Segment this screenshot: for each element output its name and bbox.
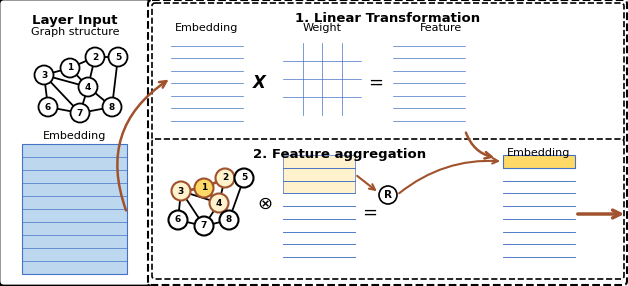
FancyBboxPatch shape <box>0 0 151 286</box>
Text: 4: 4 <box>85 82 91 92</box>
Text: 1. Linear Transformation: 1. Linear Transformation <box>295 12 480 25</box>
Circle shape <box>234 168 254 188</box>
Text: R: R <box>384 190 392 200</box>
Bar <box>393 33 465 133</box>
Text: 3: 3 <box>41 71 47 80</box>
Text: X: X <box>252 74 266 92</box>
Text: =: = <box>369 74 384 92</box>
Bar <box>283 43 361 115</box>
Circle shape <box>38 98 58 116</box>
Circle shape <box>102 98 121 116</box>
Text: 5: 5 <box>115 53 121 61</box>
FancyBboxPatch shape <box>152 3 624 141</box>
Text: 1: 1 <box>67 63 73 72</box>
Text: 3: 3 <box>178 186 184 196</box>
Circle shape <box>168 210 188 229</box>
Circle shape <box>60 59 80 78</box>
Text: 2: 2 <box>222 174 228 182</box>
Bar <box>171 33 243 133</box>
Circle shape <box>78 78 97 96</box>
Text: 6: 6 <box>175 215 181 225</box>
Text: =: = <box>362 204 377 222</box>
Bar <box>503 155 575 270</box>
Bar <box>283 180 355 193</box>
Text: 8: 8 <box>109 102 115 112</box>
Text: Graph structure: Graph structure <box>31 27 119 37</box>
Text: 5: 5 <box>241 174 247 182</box>
Circle shape <box>35 65 53 84</box>
Text: Embedding: Embedding <box>507 148 571 158</box>
Text: 7: 7 <box>201 221 207 231</box>
Circle shape <box>220 210 239 229</box>
Circle shape <box>195 178 214 198</box>
Circle shape <box>195 217 214 235</box>
Circle shape <box>210 194 229 212</box>
FancyBboxPatch shape <box>152 139 624 279</box>
Text: Layer Input: Layer Input <box>32 14 118 27</box>
Text: 1: 1 <box>201 184 207 192</box>
Text: 2. Feature aggregation: 2. Feature aggregation <box>254 148 426 161</box>
Text: Embedding: Embedding <box>43 131 107 141</box>
Text: 2: 2 <box>92 53 98 61</box>
FancyBboxPatch shape <box>148 0 627 285</box>
Circle shape <box>109 47 127 67</box>
Circle shape <box>379 186 397 204</box>
Bar <box>283 168 355 180</box>
Text: 4: 4 <box>216 198 222 208</box>
Text: ⊗: ⊗ <box>257 195 273 213</box>
Bar <box>283 155 355 168</box>
Text: 8: 8 <box>226 215 232 225</box>
Bar <box>283 155 355 270</box>
Bar <box>22 144 127 274</box>
Circle shape <box>85 47 104 67</box>
Text: Weight: Weight <box>303 23 342 33</box>
Circle shape <box>215 168 234 188</box>
Text: 7: 7 <box>77 108 83 118</box>
Circle shape <box>171 182 190 200</box>
Bar <box>503 155 575 168</box>
Circle shape <box>70 104 90 122</box>
Text: Feature: Feature <box>420 23 462 33</box>
Text: Embedding: Embedding <box>175 23 239 33</box>
Text: 6: 6 <box>45 102 51 112</box>
